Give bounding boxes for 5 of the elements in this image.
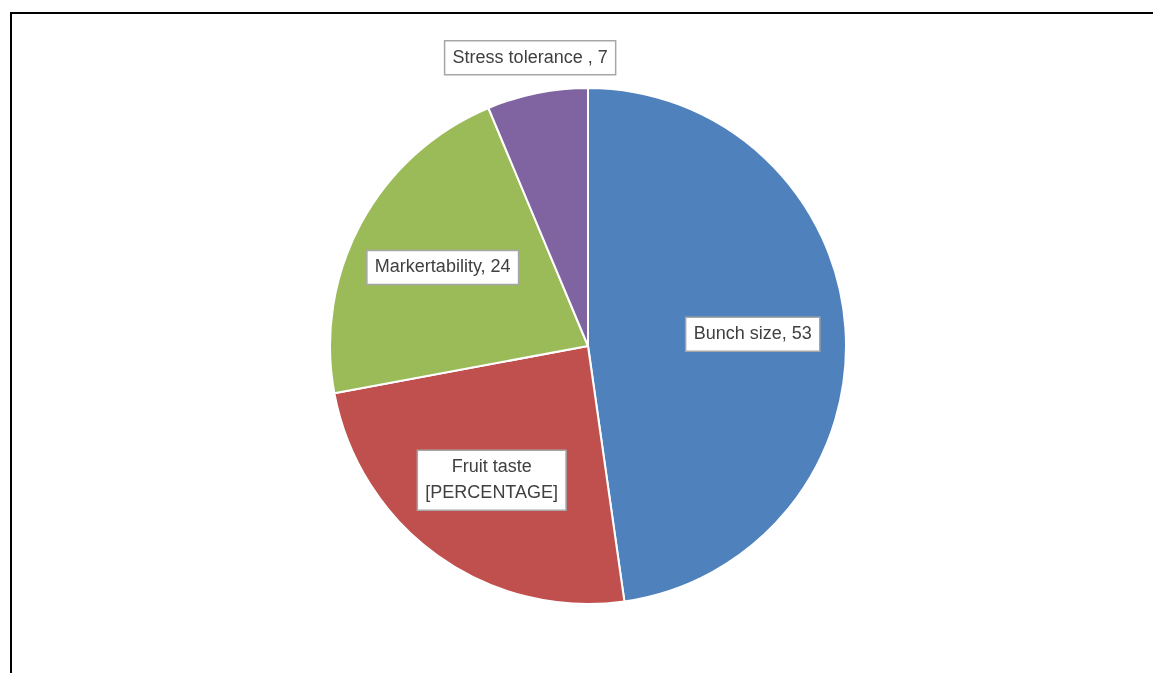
- data-label: [PERCENTAGE]: [425, 482, 559, 503]
- slice-label: Fruit taste: [451, 456, 532, 477]
- slice-label: Stress tolerance , 7: [452, 46, 608, 67]
- slice-label: Markertability, 24: [374, 256, 511, 277]
- slice-label: Bunch size, 53: [693, 323, 812, 344]
